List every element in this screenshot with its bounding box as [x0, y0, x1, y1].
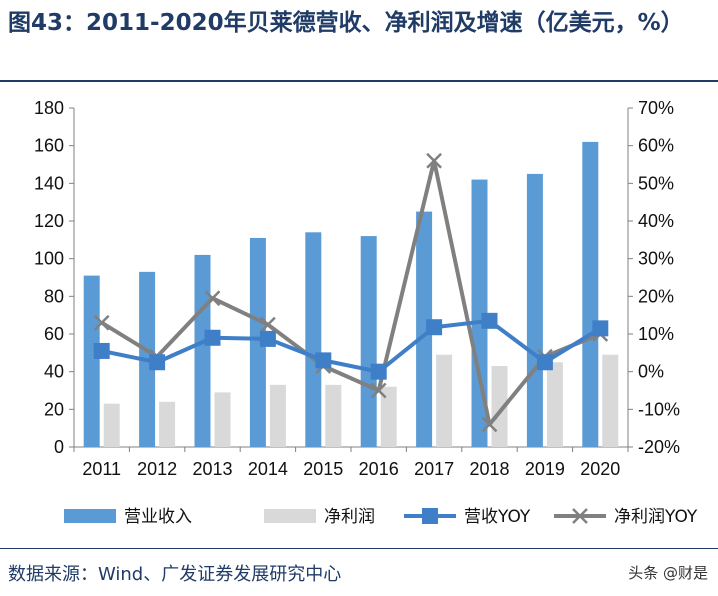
net-profit-bar: [546, 362, 563, 447]
legend-marker-net-profit-yoy: [572, 508, 588, 524]
net-profit-bar: [602, 354, 619, 447]
x-tick-label: 2019: [525, 459, 565, 479]
x-tick-label: 2017: [414, 459, 454, 479]
x-tick-label: 2016: [359, 459, 399, 479]
watermark: 头条 @财是: [628, 564, 708, 582]
right-tick-label: 10%: [638, 324, 674, 344]
left-tick-label: 80: [44, 286, 64, 306]
revenue-yoy-point: [481, 312, 498, 329]
left-tick-label: 100: [34, 249, 64, 269]
net-profit-bar: [159, 401, 176, 447]
net-profit-bar: [491, 366, 508, 447]
left-tick-label: 40: [44, 362, 64, 382]
x-tick-label: 2014: [248, 459, 288, 479]
net-profit-yoy-point: [481, 416, 498, 433]
net-profit-yoy-point: [260, 316, 276, 333]
left-tick-label: 160: [34, 136, 64, 156]
right-tick-label: 60%: [638, 136, 674, 156]
revenue-yoy-point: [592, 320, 609, 337]
left-tick-label: 180: [34, 98, 64, 118]
revenue-bar: [471, 179, 488, 448]
legend-swatch-net-profit: [264, 509, 316, 523]
title-divider: [0, 80, 718, 82]
net-profit-bar: [380, 386, 397, 447]
left-tick-label: 60: [44, 324, 64, 344]
right-tick-label: 70%: [638, 98, 674, 118]
bar-line-combo-chart: 0 20 40 60 80 100 120 140 160 180 -20% -10% 0% 10% 20%…: [34, 98, 698, 527]
chart-title: 图43：2011-2020年贝莱德营收、净利润及增速（亿美元，%）: [8, 10, 684, 36]
x-tick-label: 2018: [469, 459, 509, 479]
net-profit-bar: [269, 384, 286, 447]
right-tick-label: 50%: [638, 173, 674, 193]
right-tick-label: 30%: [638, 249, 674, 269]
revenue-yoy-point: [536, 354, 553, 371]
net-profit-yoy-line: [100, 158, 602, 427]
legend-label-revenue-yoy: 营收YOY: [464, 507, 531, 527]
net-profit-bar: [214, 392, 231, 447]
legend-label-net-profit-yoy: 净利润YOY: [614, 507, 698, 527]
x-tick-label: 2020: [580, 459, 620, 479]
x-tick-label: 2013: [192, 459, 232, 479]
revenue-bar: [360, 236, 377, 447]
net-profit-bar: [436, 354, 453, 447]
net-profit-yoy-point: [370, 382, 387, 399]
legend-swatch-revenue: [64, 509, 116, 523]
revenue-yoy-point: [315, 352, 332, 369]
revenue-yoy-point: [259, 330, 276, 347]
revenue-yoy-point: [370, 363, 387, 380]
net-profit-bar: [325, 384, 342, 447]
revenue-bar: [582, 141, 599, 447]
revenue-yoy-point: [426, 319, 443, 336]
revenue-bar: [526, 173, 543, 447]
legend-label-net-profit: 净利润: [324, 507, 375, 527]
revenue-yoy-line: [101, 318, 602, 374]
x-tick-label: 2011: [82, 459, 121, 479]
x-tick-label: 2015: [303, 459, 343, 479]
revenue-bar: [416, 211, 433, 447]
right-tick-label: 20%: [638, 286, 674, 306]
net-profit-yoy-point: [426, 152, 442, 169]
right-tick-label: 0%: [638, 362, 664, 382]
revenue-yoy-point: [204, 329, 221, 346]
left-tick-label: 20: [44, 399, 64, 419]
revenue-bar: [83, 275, 100, 447]
left-tick-label: 0: [54, 437, 64, 457]
net-profit-yoy-point: [93, 314, 110, 331]
source-note: 数据来源：Wind、广发证券发展研究中心: [8, 564, 342, 585]
net-profit-bar: [103, 403, 120, 447]
x-tick-label: 2012: [137, 459, 177, 479]
revenue-bar: [194, 254, 211, 447]
right-tick-label: -10%: [638, 399, 680, 419]
left-tick-label: 140: [34, 173, 64, 193]
legend-label-revenue: 营业收入: [124, 507, 192, 527]
revenue-yoy-point: [93, 342, 110, 359]
net-profit-yoy-point: [204, 290, 221, 307]
source-divider: [0, 548, 718, 549]
right-tick-label: 40%: [638, 211, 674, 231]
legend-marker-revenue-yoy: [422, 508, 438, 524]
revenue-yoy-point: [149, 354, 166, 371]
revenue-bar: [305, 232, 322, 447]
right-tick-label: -20%: [638, 437, 680, 457]
revenue-bar: [249, 237, 266, 447]
left-tick-label: 120: [34, 211, 64, 231]
